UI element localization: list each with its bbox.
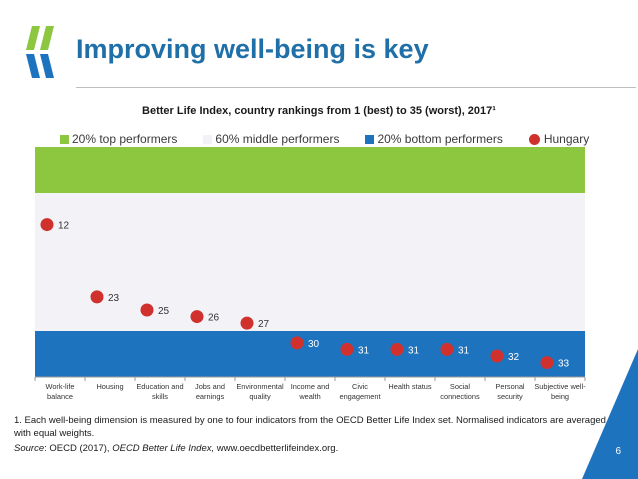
legend-label-bottom: 20% bottom performers bbox=[377, 132, 503, 146]
hungary-data-label: 25 bbox=[158, 306, 170, 317]
source-title: OECD Better Life Index, bbox=[112, 443, 217, 454]
source-tail: www.oecdbetterlifeindex.org. bbox=[216, 443, 339, 454]
x-tick-label: Social connections bbox=[440, 382, 480, 401]
page-corner bbox=[582, 349, 638, 479]
hungary-data-label: 23 bbox=[108, 293, 120, 304]
legend-label-hungary: Hungary bbox=[543, 132, 590, 146]
legend-marker-hungary bbox=[528, 133, 540, 145]
x-tick-label-line: Work-life bbox=[45, 382, 74, 391]
band-top bbox=[35, 147, 585, 193]
legend-label-middle: 60% middle performers bbox=[215, 132, 340, 146]
legend-label-top: 20% top performers bbox=[72, 132, 178, 146]
x-tick-label-line: engagement bbox=[339, 392, 380, 401]
x-tick-label: Jobs and earnings bbox=[195, 382, 225, 401]
title-divider bbox=[76, 87, 636, 88]
hungary-point bbox=[540, 356, 554, 370]
source-text: : OECD (2017), bbox=[44, 443, 113, 454]
x-tick-label-line: connections bbox=[440, 392, 480, 401]
x-tick-label-line: Health status bbox=[388, 382, 431, 391]
x-tick-label: Personal security bbox=[495, 382, 525, 401]
x-tick-label: Work-life balance bbox=[45, 382, 74, 401]
hungary-data-label: 31 bbox=[458, 345, 470, 356]
page-number: 6 bbox=[615, 446, 621, 457]
legend-swatch-top bbox=[60, 134, 69, 144]
x-tick-label-line: Social bbox=[450, 382, 470, 391]
legend-item-top: 20% top performers bbox=[60, 132, 177, 146]
x-tick-label-line: Jobs and bbox=[195, 382, 225, 391]
hungary-point bbox=[390, 342, 404, 356]
x-tick-label: Environmental quality bbox=[236, 382, 284, 401]
x-tick-label-line: Housing bbox=[96, 382, 123, 391]
x-tick-label-line: Personal bbox=[495, 382, 525, 391]
x-tick-label: Housing bbox=[96, 382, 123, 391]
legend-item-middle: 60% middle performers bbox=[203, 132, 339, 146]
slide-title: Improving well-being is key bbox=[76, 34, 429, 64]
x-tick-label: Income and wealth bbox=[291, 382, 330, 401]
x-tick-label-line: being bbox=[551, 392, 569, 401]
chart-legend: 20% top performers 60% middle performers… bbox=[60, 131, 615, 147]
x-tick-label: Civic engagement bbox=[339, 382, 380, 401]
x-tick-label-line: security bbox=[497, 392, 523, 401]
legend-item-hungary: Hungary bbox=[528, 132, 590, 146]
chart-title: Better Life Index, country rankings from… bbox=[142, 105, 496, 117]
legend-swatch-middle bbox=[203, 134, 213, 144]
hungary-data-label: 33 bbox=[558, 359, 570, 370]
hungary-data-label: 31 bbox=[358, 345, 370, 356]
hungary-point bbox=[40, 218, 54, 232]
x-tick-label-line: Subjective well- bbox=[534, 382, 586, 391]
x-tick-label-line: Environmental bbox=[236, 382, 284, 391]
x-tick-label-line: Education and bbox=[136, 382, 183, 391]
legend-item-bottom: 20% bottom performers bbox=[365, 132, 503, 146]
hungary-point bbox=[490, 349, 504, 363]
x-tick-label-line: balance bbox=[47, 392, 73, 401]
hungary-point bbox=[140, 303, 154, 317]
x-tick-label-line: Civic bbox=[352, 382, 368, 391]
x-tick-label: Education and skills bbox=[136, 382, 183, 401]
x-tick-label: Health status bbox=[388, 382, 431, 391]
hungary-point bbox=[90, 290, 104, 304]
hungary-data-label: 30 bbox=[308, 339, 320, 350]
hungary-data-label: 31 bbox=[408, 345, 420, 356]
hungary-point bbox=[440, 342, 454, 356]
hungary-point bbox=[290, 336, 304, 350]
hungary-data-label: 26 bbox=[208, 313, 220, 324]
hungary-point bbox=[340, 342, 354, 356]
hungary-point bbox=[190, 310, 204, 324]
source-label: Source bbox=[14, 443, 45, 454]
x-tick-label: Subjective well-being bbox=[534, 382, 586, 401]
hungary-data-label: 32 bbox=[508, 352, 520, 363]
source-line: Source: OECD (2017), OECD Better Life In… bbox=[14, 442, 614, 455]
legend-swatch-bottom bbox=[365, 134, 375, 144]
x-tick-label-line: wealth bbox=[298, 392, 320, 401]
footnote: 1. Each well-being dimension is measured… bbox=[14, 415, 606, 439]
hungary-data-label: 27 bbox=[258, 319, 270, 330]
hungary-data-label: 12 bbox=[58, 221, 70, 232]
x-tick-label-line: Income and bbox=[291, 382, 330, 391]
oecd-logo-icon bbox=[26, 26, 54, 78]
x-tick-label-line: skills bbox=[152, 392, 168, 401]
x-tick-label-line: earnings bbox=[196, 392, 225, 401]
x-tick-label-line: quality bbox=[249, 392, 271, 401]
band-middle bbox=[35, 193, 585, 331]
hungary-point bbox=[240, 316, 254, 330]
